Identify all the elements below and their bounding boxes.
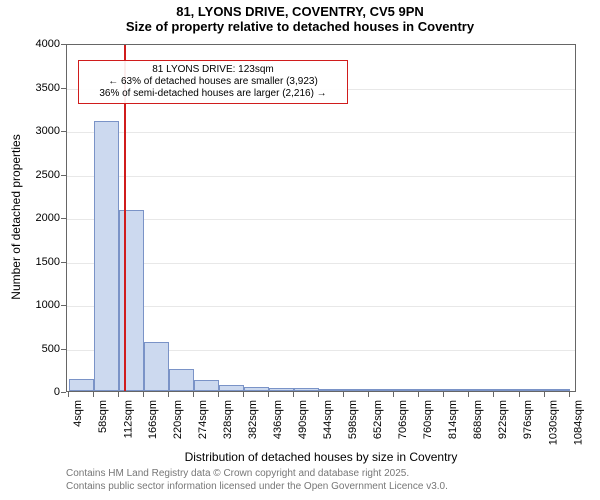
y-tick-mark: [61, 262, 66, 263]
x-tick-mark: [318, 392, 319, 397]
histogram-bar: [545, 389, 570, 391]
attribution-line-1: Contains HM Land Registry data © Crown c…: [66, 468, 448, 481]
histogram-bar: [319, 389, 344, 391]
x-tick-label: 706sqm: [397, 400, 409, 439]
y-tick-label: 2500: [16, 169, 60, 181]
x-tick-label: 166sqm: [147, 400, 159, 439]
x-tick-label: 490sqm: [297, 400, 309, 439]
y-tick-mark: [61, 305, 66, 306]
histogram-bar: [369, 389, 394, 391]
annotation-line-1: 81 LYONS DRIVE: 123sqm: [85, 64, 341, 76]
x-tick-mark: [193, 392, 194, 397]
x-tick-label: 112sqm: [122, 400, 134, 438]
histogram-bar: [244, 387, 269, 391]
histogram-bar: [419, 389, 444, 391]
attribution-line-2: Contains public sector information licen…: [66, 481, 448, 494]
x-tick-mark: [343, 392, 344, 397]
x-tick-mark: [569, 392, 570, 397]
histogram-bar: [444, 389, 469, 391]
x-tick-mark: [243, 392, 244, 397]
x-tick-mark: [468, 392, 469, 397]
histogram-bar: [194, 380, 219, 391]
x-tick-mark: [544, 392, 545, 397]
x-tick-label: 328sqm: [222, 400, 234, 439]
x-tick-label: 976sqm: [523, 400, 535, 439]
y-tick-mark: [61, 175, 66, 176]
x-tick-mark: [293, 392, 294, 397]
x-tick-label: 436sqm: [272, 400, 284, 439]
x-tick-mark: [393, 392, 394, 397]
y-tick-label: 0: [16, 386, 60, 398]
x-tick-mark: [168, 392, 169, 397]
histogram-bar: [69, 379, 94, 391]
x-tick-label: 220sqm: [172, 400, 184, 439]
x-tick-label: 814sqm: [447, 400, 459, 439]
y-tick-mark: [61, 349, 66, 350]
x-tick-mark: [418, 392, 419, 397]
histogram-bar: [494, 389, 519, 391]
x-tick-label: 922sqm: [497, 400, 509, 439]
y-tick-mark: [61, 392, 66, 393]
attribution: Contains HM Land Registry data © Crown c…: [66, 468, 448, 493]
y-tick-label: 1000: [16, 299, 60, 311]
annotation-line-3: 36% of semi-detached houses are larger (…: [85, 88, 341, 100]
histogram-bar: [219, 385, 244, 391]
histogram-bar: [169, 369, 194, 391]
chart-subtitle: Size of property relative to detached ho…: [0, 19, 600, 38]
x-tick-mark: [93, 392, 94, 397]
x-tick-label: 652sqm: [372, 400, 384, 439]
chart-container: 81, LYONS DRIVE, COVENTRY, CV5 9PN Size …: [0, 0, 600, 500]
y-tick-label: 4000: [16, 38, 60, 50]
x-tick-mark: [443, 392, 444, 397]
x-tick-label: 760sqm: [422, 400, 434, 439]
histogram-bar: [294, 388, 319, 391]
histogram-bar: [94, 121, 119, 391]
x-axis-label: Distribution of detached houses by size …: [66, 450, 576, 464]
x-tick-mark: [368, 392, 369, 397]
histogram-bar: [520, 389, 545, 391]
histogram-bar: [119, 210, 144, 391]
x-tick-mark: [268, 392, 269, 397]
y-tick-label: 1500: [16, 256, 60, 268]
histogram-bar: [144, 342, 169, 391]
y-tick-mark: [61, 88, 66, 89]
x-tick-mark: [68, 392, 69, 397]
annotation-box: 81 LYONS DRIVE: 123sqm ← 63% of detached…: [78, 60, 348, 104]
histogram-bar: [469, 389, 494, 391]
x-tick-label: 274sqm: [197, 400, 209, 439]
y-tick-label: 3000: [16, 125, 60, 137]
grid-line: [67, 132, 575, 133]
histogram-bar: [269, 388, 294, 391]
y-tick-mark: [61, 131, 66, 132]
grid-line: [67, 176, 575, 177]
y-tick-mark: [61, 44, 66, 45]
x-tick-mark: [143, 392, 144, 397]
x-tick-mark: [493, 392, 494, 397]
chart-title: 81, LYONS DRIVE, COVENTRY, CV5 9PN: [0, 0, 600, 19]
x-tick-mark: [118, 392, 119, 397]
histogram-bar: [344, 389, 369, 391]
x-tick-label: 598sqm: [347, 400, 359, 439]
x-tick-label: 1030sqm: [548, 400, 560, 445]
x-tick-label: 868sqm: [472, 400, 484, 439]
y-tick-mark: [61, 218, 66, 219]
histogram-bar: [394, 389, 419, 391]
y-tick-label: 3500: [16, 82, 60, 94]
x-tick-label: 58sqm: [97, 400, 109, 433]
x-tick-mark: [519, 392, 520, 397]
x-tick-mark: [218, 392, 219, 397]
y-tick-label: 500: [16, 343, 60, 355]
x-tick-label: 4sqm: [72, 400, 84, 427]
x-tick-label: 382sqm: [247, 400, 259, 439]
annotation-line-2: ← 63% of detached houses are smaller (3,…: [85, 76, 341, 88]
x-tick-label: 1084sqm: [573, 400, 585, 445]
y-tick-label: 2000: [16, 212, 60, 224]
x-tick-label: 544sqm: [322, 400, 334, 439]
